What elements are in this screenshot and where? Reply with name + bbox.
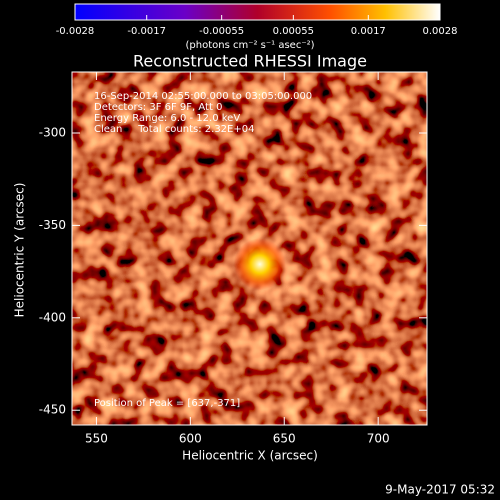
colorbar-tick-label: -0.0028 (56, 26, 95, 37)
x-tick-label: 700 (367, 432, 390, 446)
x-tick-label: 550 (85, 432, 108, 446)
footer: 9-May-2017 05:32 (385, 483, 495, 497)
x-axis-label: Heliocentric X (arcsec) (182, 449, 318, 463)
annotation: Clean Total counts: 2.32E+04 (94, 124, 254, 135)
colorbar (74, 3, 441, 21)
y-axis-label: Heliocentric Y (arcsec) (13, 183, 27, 318)
colorbar-tick-label: 0.0017 (351, 26, 386, 37)
peak-label: Position of Peak = [637,-371] (94, 398, 240, 409)
colorbar-tick-label: -0.0017 (127, 26, 166, 37)
x-tick-label: 650 (273, 432, 296, 446)
y-tick-label: -400 (39, 310, 66, 324)
annotation: Detectors: 3F 6F 9F, Att 0 (94, 102, 222, 113)
annotation: 16-Sep-2014 02:55:00.000 to 03:05:00.000 (94, 91, 312, 102)
frame (71, 71, 428, 426)
colorbar-label: (photons cm⁻² s⁻¹ asec⁻²) (185, 40, 314, 51)
plot-area (233, 238, 286, 291)
peak (233, 238, 286, 291)
chart-title: Reconstructed RHESSI Image (133, 52, 367, 71)
colorbar-tick-label: 0.0028 (423, 26, 458, 37)
colorbar-tick-label: -0.00055 (199, 26, 244, 37)
x-tick-label: 600 (179, 432, 202, 446)
y-tick-label: -300 (39, 125, 66, 139)
colorbar-tick-label: 0.00055 (273, 26, 314, 37)
y-tick-label: -350 (39, 218, 66, 232)
y-tick-label: -450 (39, 403, 66, 417)
annotation: Energy Range: 6.0 - 12.0 keV (94, 113, 240, 124)
